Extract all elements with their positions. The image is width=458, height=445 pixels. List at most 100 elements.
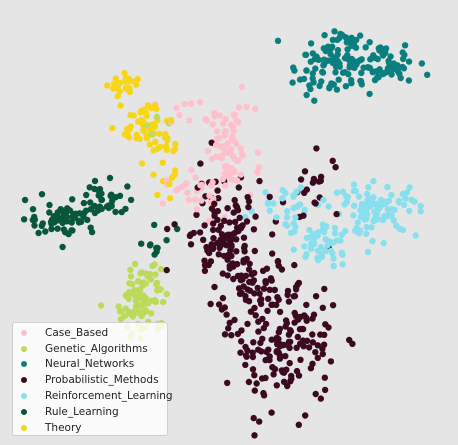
scatter-point-probabilistic-methods bbox=[297, 176, 305, 183]
scatter-point-probabilistic-methods bbox=[297, 356, 304, 363]
scatter-point-probabilistic-methods bbox=[236, 214, 243, 221]
scatter-point-theory bbox=[126, 88, 133, 96]
scatter-point-probabilistic-methods bbox=[215, 251, 222, 258]
scatter-point-probabilistic-methods bbox=[217, 236, 224, 243]
scatter-point-probabilistic-methods bbox=[171, 221, 178, 228]
scatter-point-rule-learning bbox=[20, 216, 28, 223]
legend-label: Case_Based bbox=[45, 326, 109, 339]
legend-item-case-based: Case_Based bbox=[21, 325, 167, 341]
scatter-point-probabilistic-methods bbox=[266, 286, 273, 293]
scatter-point-probabilistic-methods bbox=[301, 189, 308, 196]
scatter-point-probabilistic-methods bbox=[221, 217, 228, 224]
scatter-point-probabilistic-methods bbox=[200, 236, 207, 243]
scatter-point-reinforcement-learning bbox=[388, 191, 395, 199]
scatter-point-probabilistic-methods bbox=[242, 343, 249, 351]
scatter-point-genetic-algorithms bbox=[153, 113, 161, 121]
scatter-point-theory bbox=[159, 159, 166, 166]
scatter-point-theory bbox=[155, 130, 163, 137]
scatter-point-case-based bbox=[176, 111, 183, 119]
scatter-point-reinforcement-learning bbox=[297, 184, 305, 191]
scatter-point-probabilistic-methods bbox=[291, 261, 298, 269]
scatter-point-probabilistic-methods bbox=[240, 234, 248, 241]
scatter-point-neural-networks bbox=[335, 76, 342, 83]
scatter-point-neural-networks bbox=[390, 60, 397, 67]
scatter-point-rule-learning bbox=[127, 196, 135, 204]
scatter-point-reinforcement-learning bbox=[283, 208, 291, 215]
scatter-point-reinforcement-learning bbox=[331, 224, 339, 232]
scatter-point-neural-networks bbox=[357, 32, 364, 39]
scatter-point-genetic-algorithms bbox=[140, 299, 148, 307]
scatter-point-theory bbox=[154, 145, 161, 152]
scatter-point-probabilistic-methods bbox=[214, 207, 221, 215]
legend-item-probabilistic-methods: Probabilistic_Methods bbox=[21, 372, 167, 388]
scatter-point-case-based bbox=[191, 196, 199, 203]
scatter-point-theory bbox=[167, 117, 175, 124]
scatter-point-reinforcement-learning bbox=[282, 221, 289, 228]
legend-item-rule-learning: Rule_Learning bbox=[21, 404, 167, 420]
scatter-point-probabilistic-methods bbox=[228, 252, 235, 260]
scatter-point-probabilistic-methods bbox=[245, 378, 253, 386]
legend: Case_Based Genetic_Algorithms Neural_Net… bbox=[12, 322, 173, 436]
scatter-point-probabilistic-methods bbox=[238, 338, 245, 345]
legend-marker bbox=[21, 393, 27, 400]
scatter-point-reinforcement-learning bbox=[406, 184, 413, 191]
scatter-point-case-based bbox=[235, 119, 242, 126]
scatter-point-reinforcement-learning bbox=[314, 247, 322, 255]
scatter-point-reinforcement-learning bbox=[330, 255, 337, 262]
scatter-point-neural-networks bbox=[349, 57, 357, 64]
scatter-point-probabilistic-methods bbox=[228, 332, 235, 339]
scatter-point-rule-learning bbox=[124, 183, 131, 190]
scatter-point-probabilistic-methods bbox=[237, 349, 244, 356]
scatter-point-probabilistic-methods bbox=[228, 243, 235, 250]
scatter-point-probabilistic-methods bbox=[264, 307, 271, 314]
scatter-point-genetic-algorithms bbox=[152, 298, 160, 306]
scatter-point-reinforcement-learning bbox=[266, 207, 273, 214]
scatter-point-reinforcement-learning bbox=[361, 216, 368, 223]
scatter-point-neural-networks bbox=[381, 69, 388, 77]
scatter-point-reinforcement-learning bbox=[381, 212, 388, 220]
scatter-point-theory bbox=[143, 112, 150, 120]
scatter-point-reinforcement-learning bbox=[357, 207, 364, 214]
scatter-point-case-based bbox=[239, 150, 246, 157]
scatter-point-probabilistic-methods bbox=[309, 339, 317, 346]
scatter-point-neural-networks bbox=[357, 77, 364, 85]
scatter-point-rule-learning bbox=[70, 211, 77, 218]
scatter-point-probabilistic-methods bbox=[312, 349, 319, 356]
scatter-point-reinforcement-learning bbox=[363, 190, 371, 198]
scatter-point-genetic-algorithms bbox=[132, 297, 140, 305]
scatter-point-probabilistic-methods bbox=[321, 331, 328, 338]
scatter-point-rule-learning bbox=[174, 225, 181, 233]
scatter-point-probabilistic-methods bbox=[309, 179, 317, 186]
scatter-point-theory bbox=[124, 125, 131, 132]
scatter-point-probabilistic-methods bbox=[260, 285, 268, 292]
scatter-point-reinforcement-learning bbox=[293, 188, 300, 195]
scatter-point-probabilistic-methods bbox=[260, 324, 267, 332]
scatter-point-reinforcement-learning bbox=[320, 229, 328, 236]
scatter-point-probabilistic-methods bbox=[225, 325, 232, 332]
scatter-point-reinforcement-learning bbox=[400, 201, 408, 209]
scatter-point-probabilistic-methods bbox=[231, 218, 239, 226]
scatter-point-case-based bbox=[243, 103, 250, 111]
scatter-point-case-based bbox=[225, 139, 232, 147]
scatter-point-genetic-algorithms bbox=[122, 305, 129, 312]
scatter-point-neural-networks bbox=[399, 49, 406, 56]
scatter-point-case-based bbox=[235, 104, 243, 111]
scatter-point-neural-networks bbox=[358, 69, 365, 77]
scatter-point-probabilistic-methods bbox=[276, 325, 284, 333]
scatter-point-probabilistic-methods bbox=[327, 358, 335, 365]
scatter-point-theory bbox=[146, 141, 153, 148]
scatter-point-probabilistic-methods bbox=[214, 187, 221, 194]
scatter-point-probabilistic-methods bbox=[300, 212, 307, 219]
scatter-point-case-based bbox=[216, 143, 224, 150]
scatter-point-theory bbox=[166, 195, 174, 202]
scatter-point-rule-learning bbox=[69, 196, 76, 203]
scatter-point-probabilistic-methods bbox=[269, 231, 276, 238]
legend-label: Genetic_Algorithms bbox=[45, 342, 148, 355]
scatter-point-probabilistic-methods bbox=[280, 378, 288, 385]
scatter-point-reinforcement-learning bbox=[350, 187, 357, 195]
scatter-point-genetic-algorithms bbox=[142, 270, 150, 277]
scatter-point-probabilistic-methods bbox=[250, 339, 257, 346]
scatter-point-probabilistic-methods bbox=[219, 270, 226, 277]
